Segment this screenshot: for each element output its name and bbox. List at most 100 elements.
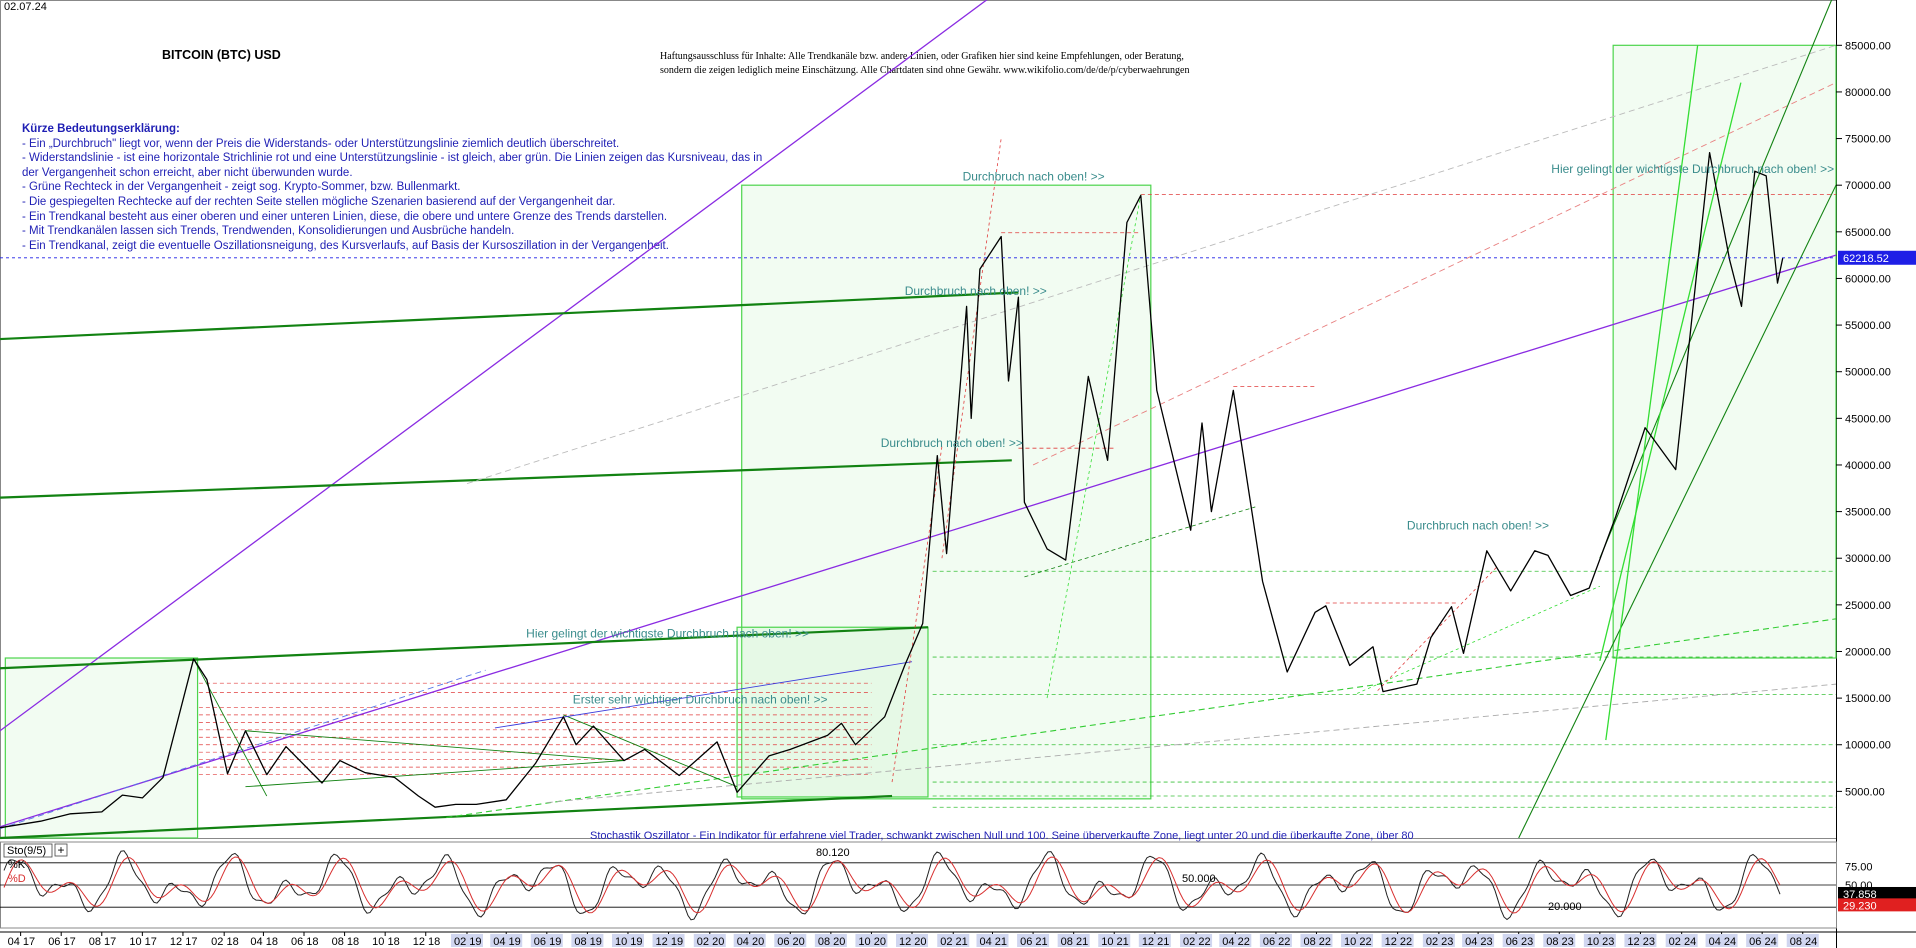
x-label-highlight xyxy=(855,934,888,947)
x-label-highlight xyxy=(1138,934,1171,947)
oscillator-annot-80: 80.120 xyxy=(816,847,850,859)
breakout-annotation: Durchbruch nach oben! >> xyxy=(1407,518,1549,532)
x-tick-label: 10 22 xyxy=(1344,936,1372,948)
drop-line-2 xyxy=(563,714,738,788)
legend-item: - Ein „Durchbruch" liegt vor, wenn der P… xyxy=(22,137,620,150)
x-tick-label: 04 17 xyxy=(8,936,36,948)
x-tick-label: 12 19 xyxy=(656,936,684,948)
x-tick-label: 08 20 xyxy=(818,936,846,948)
stochastic-d-line xyxy=(3,856,1781,914)
k-legend: %K xyxy=(8,859,26,871)
legend-item: - Ein Trendkanal besteht aus einer obere… xyxy=(22,210,668,223)
y-tick-label: 45000.00 xyxy=(1845,413,1891,425)
y-tick-label: 55000.00 xyxy=(1845,320,1891,332)
legend-item: - Widerstandslinie - ist eine horizontal… xyxy=(22,152,763,179)
x-label-highlight xyxy=(1098,934,1131,947)
y-tick-label: 25000.00 xyxy=(1845,600,1891,612)
breakout-annotation: Durchbruch nach oben! >> xyxy=(963,170,1105,184)
breakout-annotation: Durchbruch nach oben! >> xyxy=(905,284,1047,298)
y-tick-label: 80000.00 xyxy=(1845,87,1891,99)
x-label-highlight xyxy=(1259,934,1292,947)
x-tick-label: 08 22 xyxy=(1303,936,1331,948)
x-tick-label: 06 20 xyxy=(777,936,805,948)
k-value-label: 37.858 xyxy=(1843,889,1877,901)
x-tick-label: 12 22 xyxy=(1385,936,1413,948)
oscillator-label: Sto(9/5) xyxy=(7,845,46,857)
x-label-highlight xyxy=(1381,934,1414,947)
x-label-highlight xyxy=(1543,934,1576,947)
x-tick-label: 12 18 xyxy=(413,936,441,948)
purple-channel-upper xyxy=(0,0,988,732)
x-tick-label: 08 24 xyxy=(1790,936,1818,948)
y-tick-label: 70000.00 xyxy=(1845,180,1891,192)
purple-channel-lower xyxy=(0,254,1837,828)
x-label-highlight xyxy=(1057,934,1090,947)
drop-line xyxy=(193,658,268,797)
x-tick-label: 08 18 xyxy=(332,936,360,948)
k-value-tag xyxy=(1838,886,1916,900)
x-label-highlight xyxy=(652,934,685,947)
x-tick-label: 10 19 xyxy=(615,936,643,948)
x-tick-label: 12 20 xyxy=(899,936,927,948)
x-tick-label: 10 17 xyxy=(129,936,157,948)
y-tick-label: 40000.00 xyxy=(1845,460,1891,472)
legend-item: - Die gespiegelten Rechtecke auf der rec… xyxy=(22,195,616,208)
x-label-highlight xyxy=(976,934,1009,947)
x-label-highlight xyxy=(693,934,726,947)
legend-item: - Ein Trendkanal, zeigt die eventuelle O… xyxy=(22,239,669,252)
legend-item: - Grüne Rechteck in der Vergangenheit - … xyxy=(22,181,461,194)
x-tick-label: 06 22 xyxy=(1263,936,1291,948)
disclaimer-line-2: sondern die zeigen lediglich meine Einsc… xyxy=(660,65,1190,76)
green-steep-dotted xyxy=(1046,194,1142,699)
projection-rect xyxy=(1612,44,1837,659)
x-tick-label: 04 20 xyxy=(737,936,765,948)
x-label-highlight xyxy=(1422,934,1455,947)
x-tick-label: 02 21 xyxy=(940,936,968,948)
x-label-highlight xyxy=(490,934,523,947)
x-label-highlight xyxy=(1624,934,1657,947)
x-label-highlight xyxy=(1180,934,1213,947)
y-tick-label: 50000.00 xyxy=(1845,367,1891,379)
x-label-highlight xyxy=(1462,934,1495,947)
steep-green-line xyxy=(1605,45,1699,741)
x-tick-label: 02 18 xyxy=(211,936,239,948)
oscillator-caption: Stochastik Oszillator - Ein Indikator fü… xyxy=(590,830,1414,842)
x-tick-label: 02 24 xyxy=(1669,936,1697,948)
green-dashed-channel xyxy=(446,618,1837,819)
x-label-highlight xyxy=(450,934,483,947)
x-tick-label: 08 17 xyxy=(89,936,117,948)
breakout-annotation: Hier gelingt der wichtigste Durchbruch n… xyxy=(526,626,809,640)
red-dashed-channel xyxy=(1032,82,1837,466)
y-tick-label: 35000.00 xyxy=(1845,507,1891,519)
y-tick-label: 60000.00 xyxy=(1845,273,1891,285)
disclaimer-line-1: Haftungsausschluss für Inhalte: Alle Tre… xyxy=(660,51,1184,62)
green-trend-line-2 xyxy=(0,459,1012,499)
x-label-highlight xyxy=(896,934,929,947)
y-tick-label: 5000.00 xyxy=(1845,786,1885,798)
oscillator-label-box xyxy=(3,843,53,858)
x-tick-label: 06 21 xyxy=(1020,936,1048,948)
oscillator-annot-20: 20.000 xyxy=(1548,901,1582,913)
chart-title: BITCOIN (BTC) USD xyxy=(162,48,281,62)
x-tick-label: 02 22 xyxy=(1183,936,1211,948)
steep-green-line-2 xyxy=(1599,82,1742,661)
y-tick-label: 30000.00 xyxy=(1845,553,1891,565)
x-tick-label: 06 19 xyxy=(534,936,562,948)
blue-line xyxy=(494,661,913,729)
y-tick-label: 15000.00 xyxy=(1845,693,1891,705)
x-label-highlight xyxy=(1502,934,1535,947)
triangle-lower xyxy=(245,760,625,788)
x-tick-label: 12 21 xyxy=(1142,936,1170,948)
y-tick-label: 65000.00 xyxy=(1845,227,1891,239)
x-label-highlight xyxy=(1665,934,1698,947)
disclaimer: Haftungsausschluss für Inhalte: Alle Tre… xyxy=(660,50,1260,78)
x-tick-label: 12 23 xyxy=(1627,936,1655,948)
x-tick-label: 08 23 xyxy=(1546,936,1574,948)
x-label-highlight xyxy=(1786,934,1819,947)
x-label-highlight xyxy=(774,934,807,947)
d-legend: %D xyxy=(8,873,26,885)
x-tick-label: 04 18 xyxy=(250,936,278,948)
green-uptrend-lower xyxy=(1518,184,1837,839)
x-tick-label: 04 24 xyxy=(1709,936,1737,948)
